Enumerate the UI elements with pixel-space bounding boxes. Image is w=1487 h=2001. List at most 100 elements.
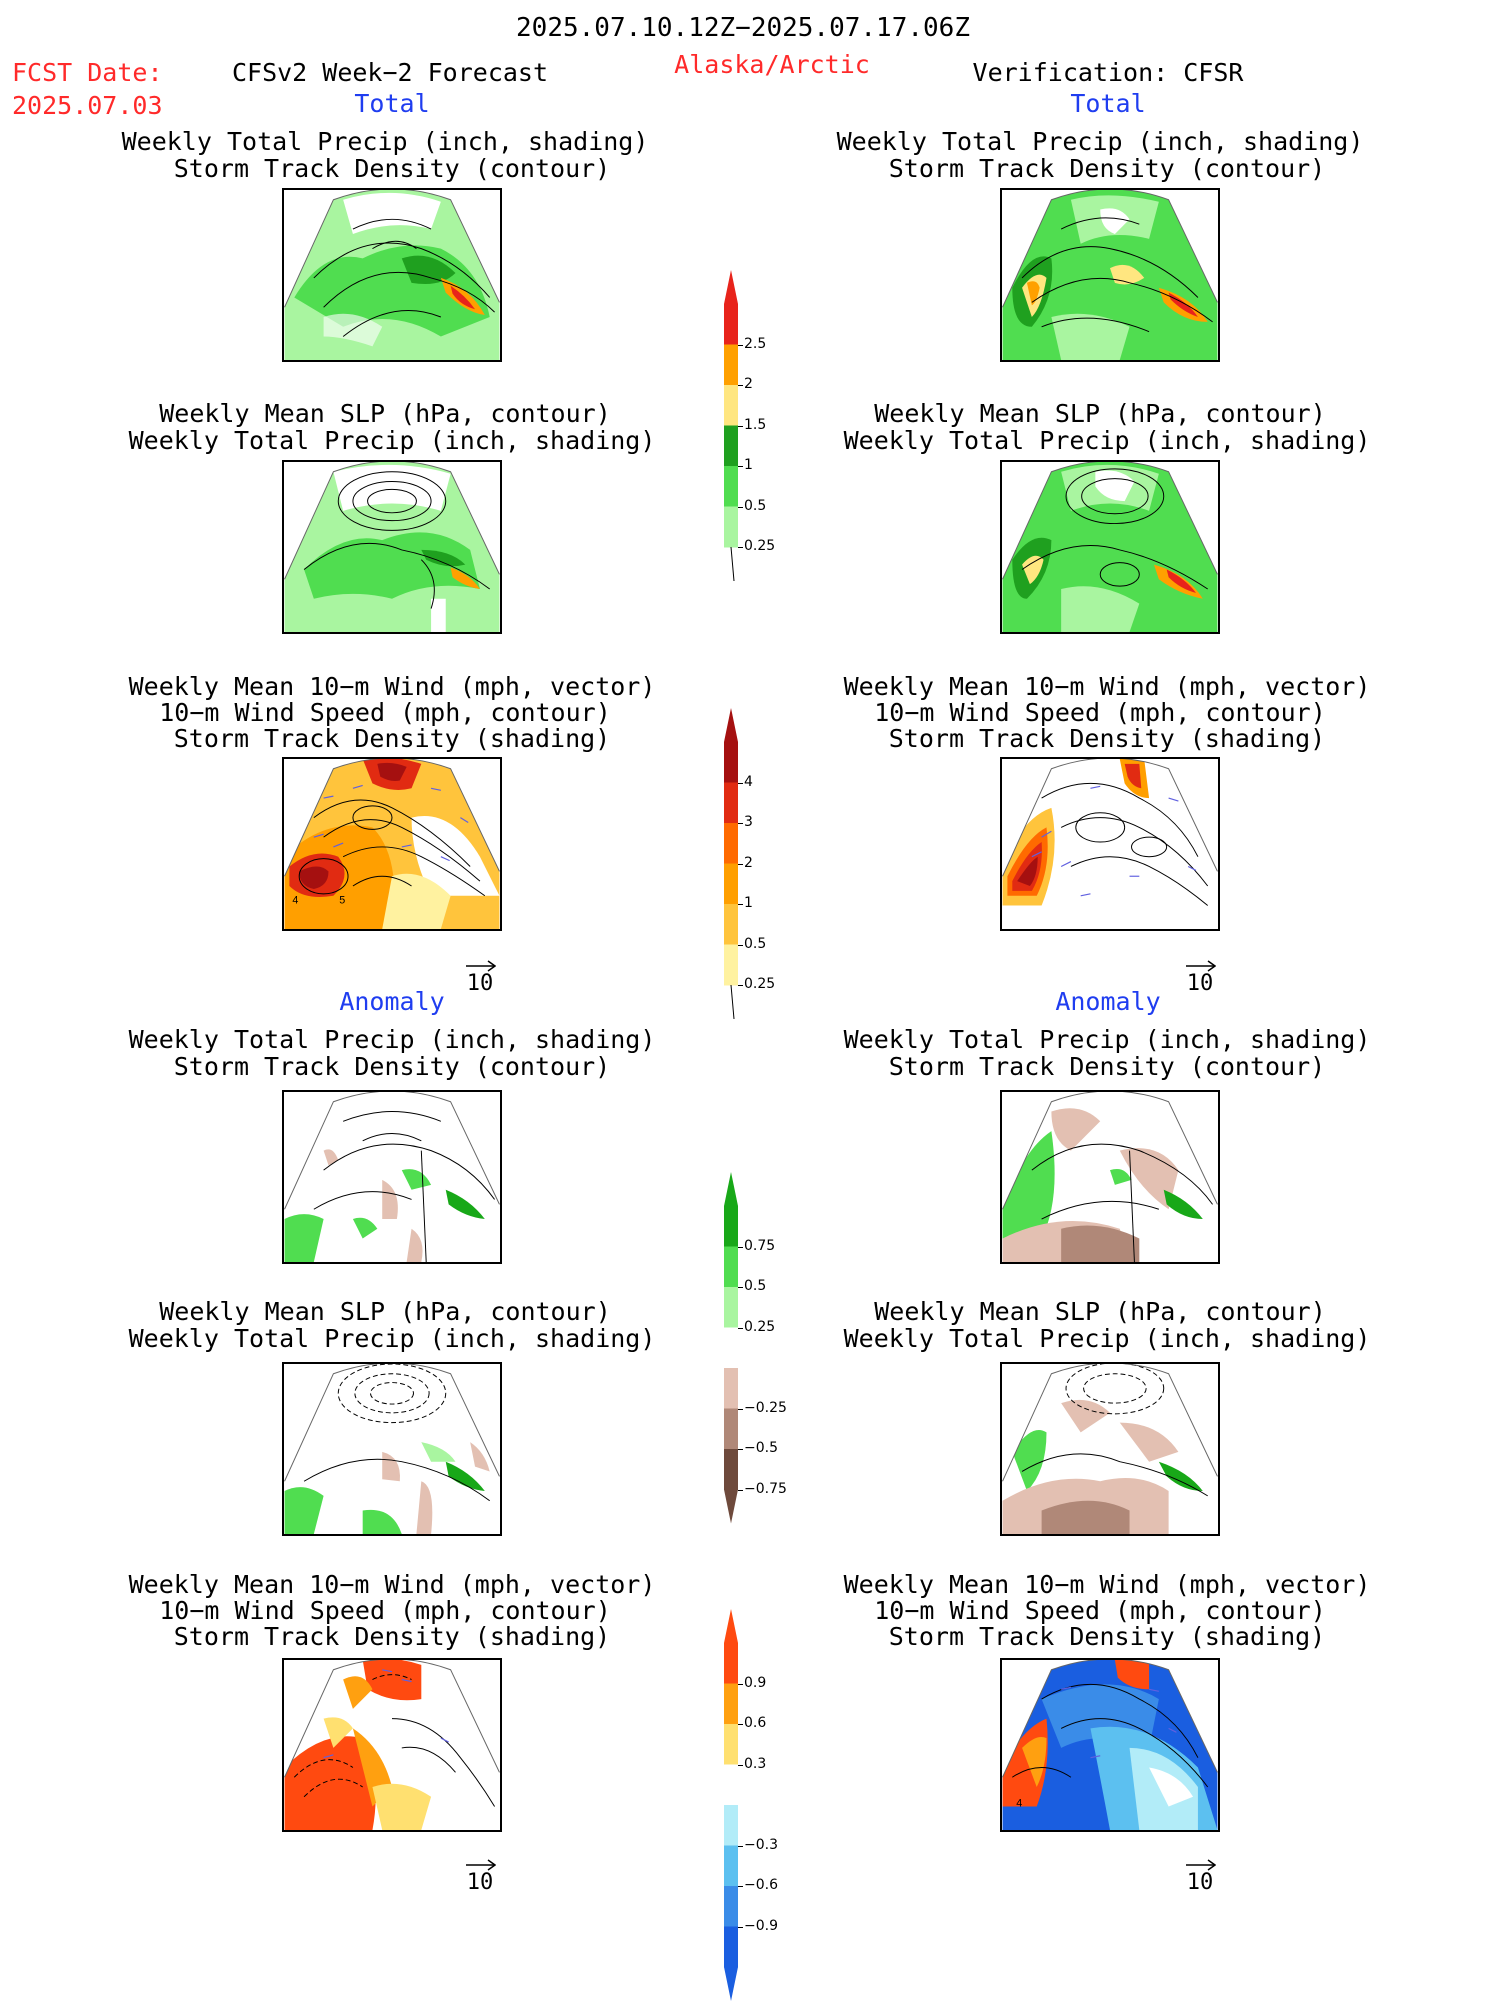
fc-anom-ref-arrow-icon — [466, 1859, 496, 1871]
colorbar-precip_anom — [724, 1172, 738, 1524]
colorbar-precip_total-label: 0.25 — [744, 538, 776, 554]
colorbar-precip_total-swatch — [724, 344, 738, 386]
fc-total-wind-contour-label-4: 4 — [292, 895, 298, 907]
vf-anom-wind-title-3: Storm Track Density (shading) — [888, 1622, 1326, 1651]
colorbar-tick — [738, 904, 743, 905]
colorbar-track_anom-swatch — [724, 1643, 738, 1684]
colorbar-track_total-label: 4 — [744, 773, 753, 790]
fc-anom-wind-title-1: Weekly Mean 10−m Wind (mph, vector) — [128, 1570, 656, 1599]
colorbar-precip_total-swatch — [724, 466, 738, 507]
map-fc-total-precip — [282, 188, 502, 362]
colorbar-precip_anom-swatch — [724, 1408, 738, 1450]
vf-total-ref-arrow-label: 10 — [1186, 971, 1214, 996]
vf-anom-slp-title-2: Weekly Total Precip (inch, shading) — [843, 1324, 1371, 1353]
colorbar-track_anom-label: 0.9 — [744, 1674, 767, 1691]
vf-total-precip-title-2: Storm Track Density (contour) — [888, 154, 1326, 183]
map-fc-anom-slp — [282, 1362, 502, 1536]
map-vf-total-wind — [1000, 757, 1220, 931]
colorbar-precip_anom-label: 0.75 — [744, 1237, 776, 1254]
vf-anom-ref-arrow-icon — [1186, 1859, 1216, 1871]
fc-total-slp-title-1: Weekly Mean SLP (hPa, contour) — [159, 399, 611, 428]
colorbar-track_total-swatch — [724, 823, 738, 864]
colorbar-tick — [738, 1926, 743, 1928]
colorbar-track_anom-label: 0.3 — [744, 1755, 767, 1772]
colorbar-precip_total-bottom-end — [730, 546, 735, 581]
vf-total-wind-title-3: Storm Track Density (shading) — [888, 724, 1326, 753]
fc-total-wind-title-1: Weekly Mean 10−m Wind (mph, vector) — [128, 672, 656, 701]
fc-anom-precip-title-1: Weekly Total Precip (inch, shading) — [128, 1025, 656, 1054]
colorbar-precip_total-swatch — [724, 385, 738, 426]
vf-anom-ref-arrow-label: 10 — [1186, 1870, 1214, 1895]
colorbar-track_anom-swatch — [724, 1886, 738, 1927]
colorbar-precip_total-label: 1.5 — [744, 416, 767, 433]
fc-total-ref-arrow-label: 10 — [466, 971, 494, 996]
map-fc-anom-precip — [282, 1090, 502, 1264]
fc-anom-slp-title-1: Weekly Mean SLP (hPa, contour) — [159, 1297, 611, 1326]
colorbar-tick — [738, 823, 743, 824]
colorbar-precip_total-swatch — [724, 425, 738, 467]
colorbar-track_anom-bottom-end — [724, 1967, 738, 2001]
colorbar-tick — [738, 344, 743, 346]
fc-anom-wind-title-3: Storm Track Density (shading) — [173, 1622, 611, 1651]
vf-total-precip-title-1: Weekly Total Precip (inch, shading) — [836, 127, 1364, 156]
colorbar-track_anom-top-end — [724, 1609, 738, 1643]
colorbar-tick — [738, 1449, 743, 1450]
colorbar-track_anom-label: −0.9 — [744, 1917, 778, 1934]
vf-total-slp-title-1: Weekly Mean SLP (hPa, contour) — [874, 399, 1326, 428]
map-vf-total-precip — [1000, 188, 1220, 362]
vf-anom-wind-title-2: 10−m Wind Speed (mph, contour) — [874, 1596, 1326, 1625]
verification-anomaly-heading: Anomaly — [1055, 987, 1161, 1016]
colorbar-tick — [738, 547, 743, 548]
colorbar-tick — [738, 1683, 743, 1685]
verification-title: Verification: CFSR — [972, 58, 1244, 87]
map-vf-total-slp — [1000, 460, 1220, 634]
fc-total-wind-title-3: Storm Track Density (shading) — [173, 724, 611, 753]
forecast-anomaly-heading: Anomaly — [339, 987, 445, 1016]
vf-anom-wind-contour-label-4: 4 — [1016, 1798, 1022, 1810]
colorbar-precip_anom-label: −0.25 — [744, 1399, 787, 1416]
colorbar-tick — [738, 985, 743, 986]
colorbar-track_anom-label: −0.3 — [744, 1836, 778, 1853]
colorbar-precip_total-swatch — [724, 304, 738, 345]
colorbar-track_total-swatch — [724, 904, 738, 945]
colorbar-precip_anom-label: 0.25 — [744, 1318, 776, 1335]
colorbar-track_anom-swatch — [724, 1926, 738, 1968]
colorbar-track_anom — [724, 1609, 738, 2001]
colorbar-precip_total — [724, 270, 738, 581]
colorbar-precip_anom-bottom-end — [724, 1489, 738, 1524]
forecast-period: 2025.07.10.12Z−2025.07.17.06Z — [516, 13, 970, 43]
vf-total-slp-title-2: Weekly Total Precip (inch, shading) — [843, 426, 1371, 455]
fc-total-ref-arrow-icon — [466, 960, 496, 972]
colorbar-track_total-swatch — [724, 782, 738, 824]
colorbar-precip_total-label: 2.5 — [744, 335, 767, 352]
colorbar-track_total-bottom-end — [730, 984, 735, 1019]
colorbar-track_total-label: 0.5 — [744, 935, 767, 952]
forecast-total-heading: Total — [354, 89, 430, 118]
colorbar-tick — [738, 1764, 743, 1766]
fc-total-slp-title-2: Weekly Total Precip (inch, shading) — [128, 426, 656, 455]
fc-anom-ref-arrow-label: 10 — [466, 1870, 494, 1895]
fc-anom-wind-title-2: 10−m Wind Speed (mph, contour) — [159, 1596, 611, 1625]
map-vf-anom-wind: 4 — [1000, 1658, 1220, 1832]
colorbar-precip_total-label: 2 — [744, 376, 753, 392]
fc-total-precip-title-2: Storm Track Density (contour) — [173, 154, 611, 183]
map-vf-anom-slp — [1000, 1362, 1220, 1536]
vf-anom-slp-title-1: Weekly Mean SLP (hPa, contour) — [874, 1297, 1326, 1326]
colorbar-track_anom-swatch — [724, 1683, 738, 1725]
fcst-date-value: 2025.07.03 — [12, 91, 163, 120]
colorbar-tick — [738, 944, 743, 946]
colorbar-precip_anom-label: −0.5 — [744, 1440, 778, 1456]
colorbar-track_total-label: 1 — [744, 895, 753, 911]
vf-total-ref-arrow-icon — [1186, 960, 1216, 972]
vf-anom-precip-title-1: Weekly Total Precip (inch, shading) — [843, 1025, 1371, 1054]
colorbar-tick — [738, 1287, 743, 1288]
colorbar-tick — [738, 506, 743, 508]
fc-total-wind-title-2: 10−m Wind Speed (mph, contour) — [159, 698, 611, 727]
colorbar-track_total-label: 0.25 — [744, 976, 776, 992]
colorbar-precip_anom-label: −0.75 — [744, 1480, 787, 1497]
colorbar-track_total-label: 2 — [744, 854, 753, 871]
fcst-date-label: FCST Date: — [12, 58, 163, 87]
vf-anom-precip-title-2: Storm Track Density (contour) — [888, 1052, 1326, 1081]
colorbar-tick — [738, 466, 743, 467]
vf-anom-wind-title-1: Weekly Mean 10−m Wind (mph, vector) — [843, 1570, 1371, 1599]
